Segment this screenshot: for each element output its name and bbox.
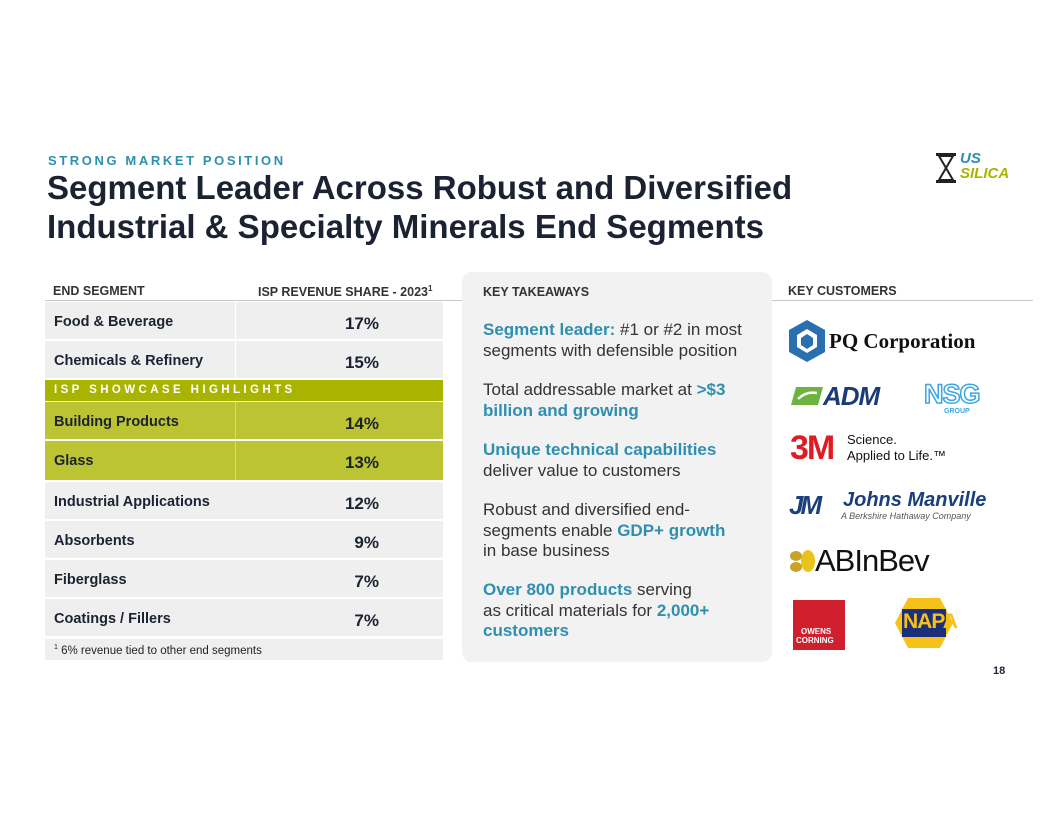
text: #1 or #2 in most segments with defensibl… xyxy=(483,320,742,360)
page-number: 18 xyxy=(993,665,1006,677)
abinbev-leaf-icon xyxy=(790,550,815,572)
footnote: 1 6% revenue tied to other end segments xyxy=(45,639,443,660)
footnote-text: 6% revenue tied to other end segments xyxy=(61,644,262,657)
segment-name: Coatings / Fillers xyxy=(54,611,171,627)
table-row: Industrial Applications 12% xyxy=(45,482,443,520)
page-title: Segment Leader Across Robust and Diversi… xyxy=(47,168,887,246)
hourglass-icon xyxy=(936,153,956,183)
key-customers-heading: KEY CUSTOMERS xyxy=(788,284,897,298)
abinbev-logo: ABInBev xyxy=(815,543,930,578)
section-kicker: STRONG MARKET POSITION xyxy=(48,153,286,168)
segment-name: Building Products xyxy=(54,414,179,430)
key-takeaways-heading: KEY TAKEAWAYS xyxy=(483,285,590,299)
takeaway-5: Over 800 products serving as critical ma… xyxy=(483,580,713,642)
segment-share: 9% xyxy=(354,533,379,552)
us-silica-logo: US SILICA xyxy=(935,150,1015,185)
text: deliver value to customers xyxy=(483,460,681,480)
johns-manville-logo: Johns Manville xyxy=(843,489,987,511)
takeaway-3: Unique technical capabilities deliver va… xyxy=(483,440,763,481)
takeaway-4: Robust and diversified end-segments enab… xyxy=(483,500,733,562)
corning-text: CORNING xyxy=(796,636,834,645)
col-header-text: ISP REVENUE SHARE - 2023 xyxy=(258,285,428,300)
highlight: 2,000+ customers xyxy=(483,600,710,641)
footnote-marker: 1 xyxy=(427,284,433,293)
table-row-highlight: Building Products 14% xyxy=(45,402,443,440)
logo-silica: SILICA xyxy=(960,165,1010,182)
col-header-revenue-share: ISP REVENUE SHARE - 20231 xyxy=(258,284,432,299)
jm-logo-mark: JM xyxy=(789,490,822,520)
table-row: Food & Beverage 17% xyxy=(45,302,443,340)
adm-logo: ADM xyxy=(823,381,880,411)
adm-leaf-icon xyxy=(791,387,823,405)
segment-share: 14% xyxy=(344,414,379,433)
footnote-marker: 1 xyxy=(54,644,58,651)
napa-logo: NAPA xyxy=(903,610,958,633)
highlight: >$3 billion and growing xyxy=(483,380,726,420)
highlight: Unique technical capabilities xyxy=(483,440,717,459)
table-row-highlight: Glass 13% xyxy=(45,441,443,481)
col-header-end-segment: END SEGMENT xyxy=(53,284,145,298)
segment-name: Absorbents xyxy=(54,533,135,549)
owens-corning-logo: OWENS CORNING xyxy=(793,600,845,650)
owens-text: OWENS xyxy=(801,627,832,636)
table-row: Absorbents 9% xyxy=(45,521,443,559)
highlight: Over 800 products xyxy=(483,580,633,599)
segment-name: Industrial Applications xyxy=(54,494,210,510)
segment-share: 12% xyxy=(344,494,379,513)
segment-share: 7% xyxy=(354,572,379,591)
text: Robust and diversified end-segments enab… xyxy=(483,500,690,540)
text: serving as critical materials for xyxy=(483,580,692,620)
johns-manville-subtitle: A Berkshire Hathaway Company xyxy=(841,511,971,521)
3m-logo: 3M xyxy=(790,429,835,467)
highlight: Segment leader: xyxy=(483,320,616,339)
3m-tagline-2: Applied to Life.™ xyxy=(847,448,947,463)
pq-logo-icon xyxy=(789,320,825,362)
segment-share: 7% xyxy=(354,611,379,630)
table-row: Coatings / Fillers 7% xyxy=(45,599,443,637)
text: in base business xyxy=(483,541,610,560)
takeaway-1: Segment leader: #1 or #2 in most segment… xyxy=(483,320,763,361)
showcase-highlights-banner: ISP SHOWCASE HIGHLIGHTS xyxy=(45,380,443,401)
nsg-group-text: GROUP xyxy=(944,408,970,415)
nsg-logo: NSG xyxy=(923,378,981,410)
takeaway-2: Total addressable market at >$3 billion … xyxy=(483,380,763,421)
segment-name: Chemicals & Refinery xyxy=(54,353,204,369)
segment-name: Fiberglass xyxy=(54,572,127,588)
segment-share: 13% xyxy=(344,453,379,472)
key-takeaways-panel xyxy=(462,272,772,662)
logo-us: US xyxy=(960,150,981,167)
table-row: Fiberglass 7% xyxy=(45,560,443,598)
title-line-2: Industrial & Specialty Minerals End Segm… xyxy=(47,208,765,245)
highlight: GDP+ growth xyxy=(617,520,726,540)
segment-name: Food & Beverage xyxy=(54,314,174,330)
segment-share: 15% xyxy=(344,353,379,372)
text: Total addressable market at xyxy=(483,380,697,399)
segment-name: Glass xyxy=(54,453,94,469)
table-row: Chemicals & Refinery 15% xyxy=(45,341,443,379)
title-line-1: Segment Leader Across Robust and Diversi… xyxy=(47,169,793,206)
3m-tagline-1: Science. xyxy=(847,432,897,447)
segment-share: 17% xyxy=(344,314,379,333)
pq-corporation-logo: PQ Corporation xyxy=(829,329,976,353)
napa-logo-shape xyxy=(895,598,953,648)
